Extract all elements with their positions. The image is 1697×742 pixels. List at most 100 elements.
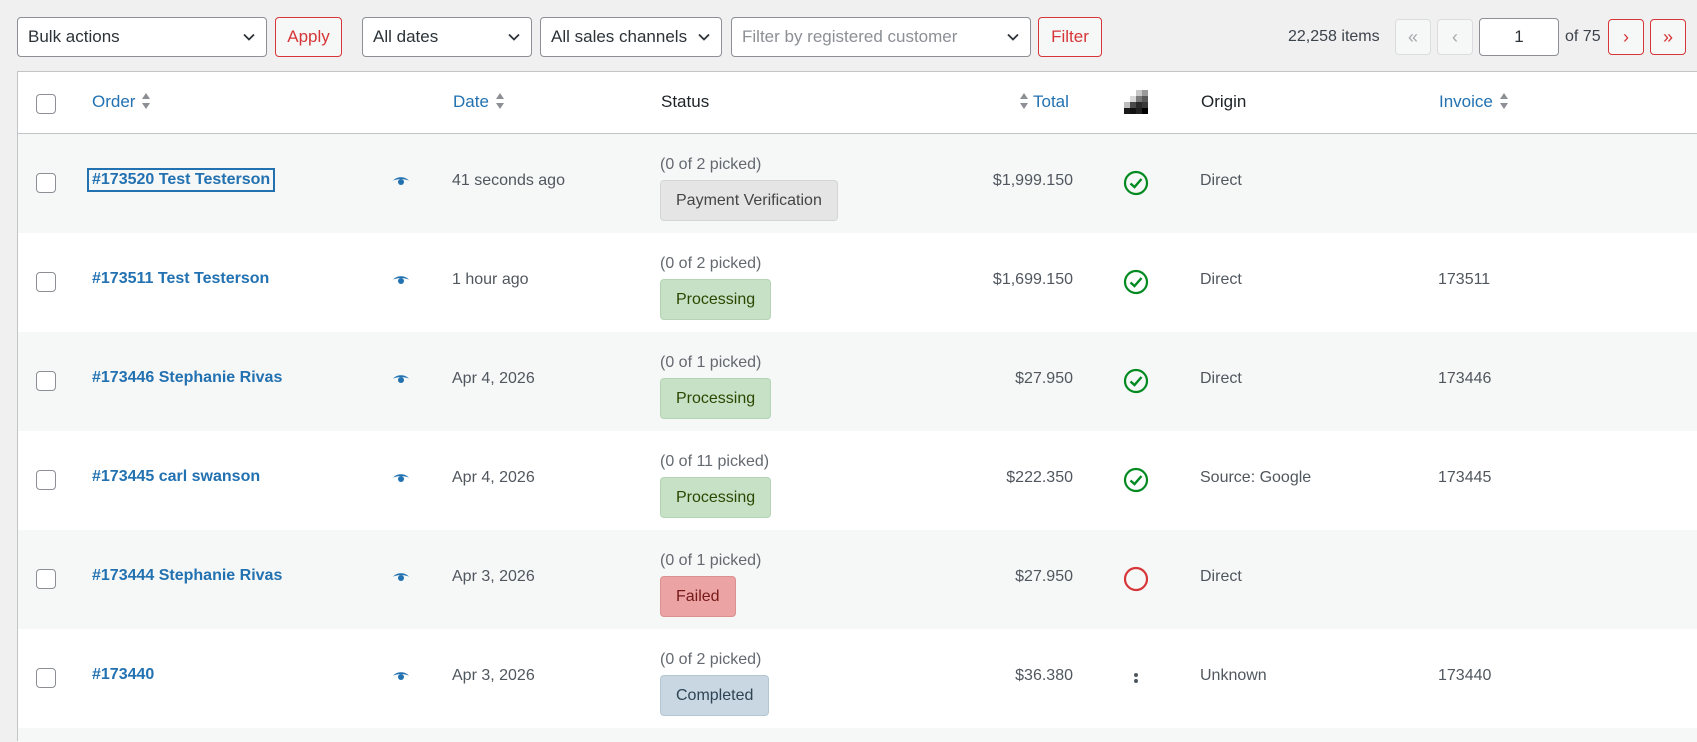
table-row: #173520 Test Testerson 41 seconds ago (0… xyxy=(18,134,1697,233)
column-date-label: Date xyxy=(453,92,489,111)
table-row: #173446 Stephanie Rivas Apr 4, 2026 (0 o… xyxy=(18,332,1697,431)
row-checkbox[interactable] xyxy=(36,371,56,391)
order-invoice: 173511 xyxy=(1438,271,1491,288)
table-row: #173440 Apr 3, 2026 (0 of 2 picked) Comp… xyxy=(18,629,1697,728)
status-badge: Processing xyxy=(660,279,772,320)
order-invoice: 173440 xyxy=(1438,667,1492,684)
customer-filter-placeholder: Filter by registered customer xyxy=(742,27,958,46)
row-checkbox[interactable] xyxy=(36,272,56,292)
status-badge: Processing xyxy=(660,378,772,419)
row-checkbox[interactable] xyxy=(36,470,56,490)
dots-icon xyxy=(1134,673,1138,683)
eye-icon[interactable] xyxy=(392,471,410,485)
orders-table: Order Date Status Total Origin Invoice xyxy=(17,71,1697,742)
order-date: Apr 4, 2026 xyxy=(452,370,535,387)
order-link[interactable]: #173520 Test Testerson xyxy=(86,168,276,192)
chevron-down-icon xyxy=(698,33,710,41)
status-badge: Payment Verification xyxy=(660,180,838,221)
order-origin: Direct xyxy=(1200,172,1242,189)
select-all-checkbox[interactable] xyxy=(36,94,56,114)
filter-button[interactable]: Filter xyxy=(1038,17,1102,57)
bulk-actions-select[interactable]: Bulk actions xyxy=(17,17,267,57)
row-checkbox[interactable] xyxy=(36,173,56,193)
sort-icon xyxy=(495,92,504,109)
picked-count: (0 of 2 picked) xyxy=(660,651,762,668)
status-badge: Failed xyxy=(660,576,736,617)
chevron-down-icon xyxy=(243,33,255,41)
order-origin: Direct xyxy=(1200,271,1242,288)
eye-icon[interactable] xyxy=(392,273,410,287)
order-link[interactable]: #173444 Stephanie Rivas xyxy=(92,567,283,584)
order-date: 1 hour ago xyxy=(452,271,529,288)
prev-page-button: ‹ xyxy=(1437,19,1473,55)
eye-icon[interactable] xyxy=(392,570,410,584)
column-order[interactable]: Order xyxy=(92,92,151,112)
order-origin: Source: Google xyxy=(1200,469,1312,486)
bulk-actions-value: Bulk actions xyxy=(28,27,120,46)
order-total: $27.950 xyxy=(1015,370,1073,387)
status-badge: Processing xyxy=(660,477,772,518)
chevron-down-icon xyxy=(508,33,520,41)
row-checkbox[interactable] xyxy=(36,569,56,589)
order-origin: Direct xyxy=(1200,568,1242,585)
dates-value: All dates xyxy=(373,27,439,46)
empty-circle-icon xyxy=(1123,566,1149,592)
column-order-label: Order xyxy=(92,92,136,111)
sales-channels-value: All sales channels xyxy=(551,27,688,46)
eye-icon[interactable] xyxy=(392,372,410,386)
first-page-button: « xyxy=(1395,19,1431,55)
apply-button[interactable]: Apply xyxy=(275,17,342,57)
row-checkbox[interactable] xyxy=(36,668,56,688)
toolbar: Bulk actions Apply All dates All sales c… xyxy=(0,0,1697,72)
order-date: Apr 3, 2026 xyxy=(452,667,535,684)
order-link[interactable]: #173511 Test Testerson xyxy=(92,270,270,287)
check-circle-icon xyxy=(1123,170,1149,196)
column-date[interactable]: Date xyxy=(453,92,505,112)
eye-icon[interactable] xyxy=(392,174,410,188)
column-invoice[interactable]: Invoice xyxy=(1439,92,1509,112)
dates-select[interactable]: All dates xyxy=(362,17,532,57)
picked-count: (0 of 11 picked) xyxy=(660,453,770,470)
order-origin: Direct xyxy=(1200,370,1242,387)
picked-count: (0 of 2 picked) xyxy=(660,156,762,173)
order-total: $27.950 xyxy=(1015,568,1073,585)
order-link[interactable]: #173446 Stephanie Rivas xyxy=(92,369,283,386)
table-row: #173445 carl swanson Apr 4, 2026 (0 of 1… xyxy=(18,431,1697,530)
current-page-input[interactable]: 1 xyxy=(1479,18,1559,56)
order-total: $36.380 xyxy=(1015,667,1073,684)
customer-filter-select[interactable]: Filter by registered customer xyxy=(731,17,1031,57)
order-date: 41 seconds ago xyxy=(452,172,565,189)
picked-count: (0 of 1 picked) xyxy=(660,354,762,371)
sort-icon xyxy=(142,92,151,109)
next-page-button[interactable]: › xyxy=(1608,19,1644,55)
status-badge: Completed xyxy=(660,675,770,716)
check-circle-icon xyxy=(1123,269,1149,295)
last-page-button[interactable]: » xyxy=(1650,19,1686,55)
sort-icon xyxy=(1499,92,1508,109)
order-total: $1,699.150 xyxy=(992,271,1073,288)
column-status: Status xyxy=(661,92,710,111)
check-circle-icon xyxy=(1123,368,1149,394)
column-total-label: Total xyxy=(1033,92,1069,111)
order-total: $1,999.150 xyxy=(992,172,1073,189)
table-row xyxy=(18,728,1697,742)
column-invoice-label: Invoice xyxy=(1439,92,1493,111)
sync-column-icon xyxy=(1124,90,1148,114)
order-date: Apr 4, 2026 xyxy=(452,469,535,486)
eye-icon[interactable] xyxy=(392,669,410,683)
order-link[interactable]: #173440 xyxy=(92,666,155,683)
column-total[interactable]: Total xyxy=(1019,92,1069,112)
order-invoice: 173446 xyxy=(1438,370,1492,387)
sales-channels-select[interactable]: All sales channels xyxy=(540,17,722,57)
chevron-down-icon xyxy=(1007,33,1019,41)
order-total: $222.350 xyxy=(1006,469,1073,486)
table-header: Order Date Status Total Origin Invoice xyxy=(18,72,1697,134)
order-link[interactable]: #173445 carl swanson xyxy=(92,468,261,485)
order-origin: Unknown xyxy=(1200,667,1267,684)
table-row: #173444 Stephanie Rivas Apr 3, 2026 (0 o… xyxy=(18,530,1697,629)
order-invoice: 173445 xyxy=(1438,469,1492,486)
check-circle-icon xyxy=(1123,467,1149,493)
table-row: #173511 Test Testerson 1 hour ago (0 of … xyxy=(18,233,1697,332)
order-date: Apr 3, 2026 xyxy=(452,568,535,585)
picked-count: (0 of 2 picked) xyxy=(660,255,762,272)
